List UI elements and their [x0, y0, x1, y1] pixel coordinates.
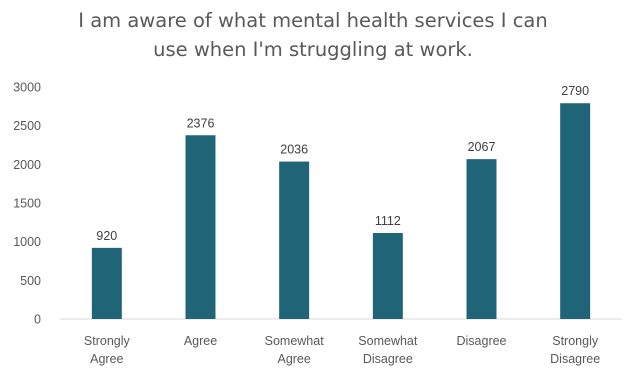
x-tick-label-line: Disagree: [550, 352, 600, 366]
x-tick-label: Strongly Agree: [84, 334, 131, 366]
x-tick-label-line: Disagree: [363, 352, 413, 366]
bar-value-label: 2067: [468, 140, 496, 154]
bar: [279, 161, 310, 319]
bar: [91, 247, 122, 319]
x-tick-label: Agree: [184, 334, 217, 348]
x-tick-label-line: Agree: [90, 352, 123, 366]
x-tick-label-line: Agree: [184, 334, 217, 348]
x-tick-label: Somewhat Agree: [265, 334, 325, 366]
x-axis: Strongly Agree Agree Somewhat Agree Somewhat D…: [84, 334, 600, 366]
bars: 920 2376 2036 1112 2067 2790: [91, 84, 591, 320]
bar-value-label: 2036: [280, 143, 308, 157]
x-tick-label: Strongly Disagree: [550, 334, 600, 366]
y-tick-label: 2500: [13, 119, 41, 133]
bar-value-label: 2376: [187, 116, 215, 130]
x-tick-label-line: Strongly: [84, 334, 131, 348]
y-tick-label: 0: [34, 313, 41, 327]
bar-value-label: 1112: [375, 214, 401, 228]
y-tick-label: 2000: [13, 158, 41, 172]
y-tick-label: 500: [20, 274, 41, 288]
x-tick-label-line: Agree: [277, 352, 310, 366]
x-tick-label-line: Strongly: [552, 334, 599, 348]
y-tick-label: 1000: [13, 235, 41, 249]
bar: [466, 159, 497, 319]
y-tick-label: 1500: [13, 197, 41, 211]
y-axis: 0 500 1000 1500 2000 2500 3000: [13, 81, 41, 327]
bar-value-label: 2790: [561, 84, 589, 98]
chart-title-line-1: I am aware of what mental health service…: [78, 9, 548, 32]
chart-title: I am aware of what mental health service…: [0, 6, 626, 64]
bar-value-label: 920: [96, 229, 117, 243]
bar: [372, 233, 403, 319]
bar: [185, 135, 216, 319]
bar: [560, 103, 591, 320]
x-tick-label-line: Disagree: [456, 334, 506, 348]
chart-title-line-2: use when I'm struggling at work.: [153, 38, 473, 61]
x-tick-label-line: Somewhat: [358, 334, 418, 348]
x-tick-label: Somewhat Disagree: [358, 334, 418, 366]
x-tick-label-line: Somewhat: [265, 334, 325, 348]
y-tick-label: 3000: [13, 81, 41, 95]
x-tick-label: Disagree: [456, 334, 506, 348]
